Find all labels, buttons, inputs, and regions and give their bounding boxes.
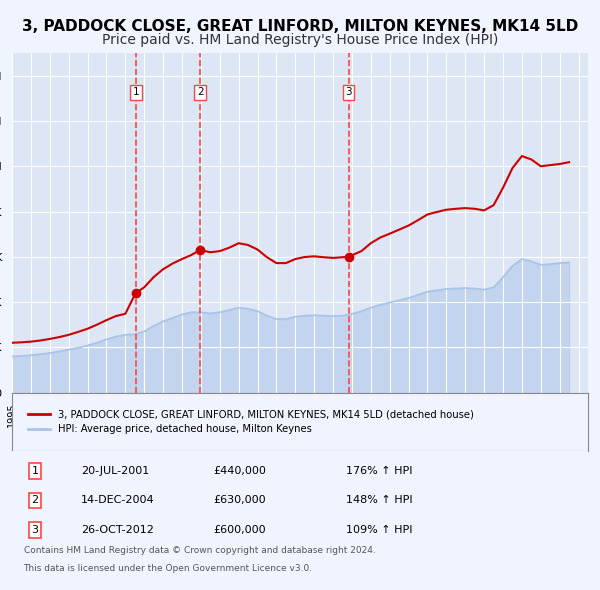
Text: 148% ↑ HPI: 148% ↑ HPI — [346, 496, 413, 506]
Text: Price paid vs. HM Land Registry's House Price Index (HPI): Price paid vs. HM Land Registry's House … — [102, 32, 498, 47]
Text: 3: 3 — [32, 525, 38, 535]
Text: 3: 3 — [345, 87, 352, 97]
Text: 2: 2 — [197, 87, 203, 97]
Text: £600,000: £600,000 — [214, 525, 266, 535]
Text: Contains HM Land Registry data © Crown copyright and database right 2024.: Contains HM Land Registry data © Crown c… — [23, 546, 375, 555]
Text: £440,000: £440,000 — [214, 466, 266, 476]
Text: 26-OCT-2012: 26-OCT-2012 — [81, 525, 154, 535]
Text: 176% ↑ HPI: 176% ↑ HPI — [346, 466, 413, 476]
Text: 1: 1 — [133, 87, 139, 97]
Text: 109% ↑ HPI: 109% ↑ HPI — [346, 525, 413, 535]
Text: 1: 1 — [32, 466, 38, 476]
Text: 3, PADDOCK CLOSE, GREAT LINFORD, MILTON KEYNES, MK14 5LD: 3, PADDOCK CLOSE, GREAT LINFORD, MILTON … — [22, 19, 578, 34]
Text: 20-JUL-2001: 20-JUL-2001 — [81, 466, 149, 476]
Legend: 3, PADDOCK CLOSE, GREAT LINFORD, MILTON KEYNES, MK14 5LD (detached house), HPI: : 3, PADDOCK CLOSE, GREAT LINFORD, MILTON … — [23, 404, 479, 439]
Text: 14-DEC-2004: 14-DEC-2004 — [81, 496, 155, 506]
Text: 2: 2 — [31, 496, 38, 506]
Text: £630,000: £630,000 — [214, 496, 266, 506]
Text: This data is licensed under the Open Government Licence v3.0.: This data is licensed under the Open Gov… — [23, 565, 313, 573]
